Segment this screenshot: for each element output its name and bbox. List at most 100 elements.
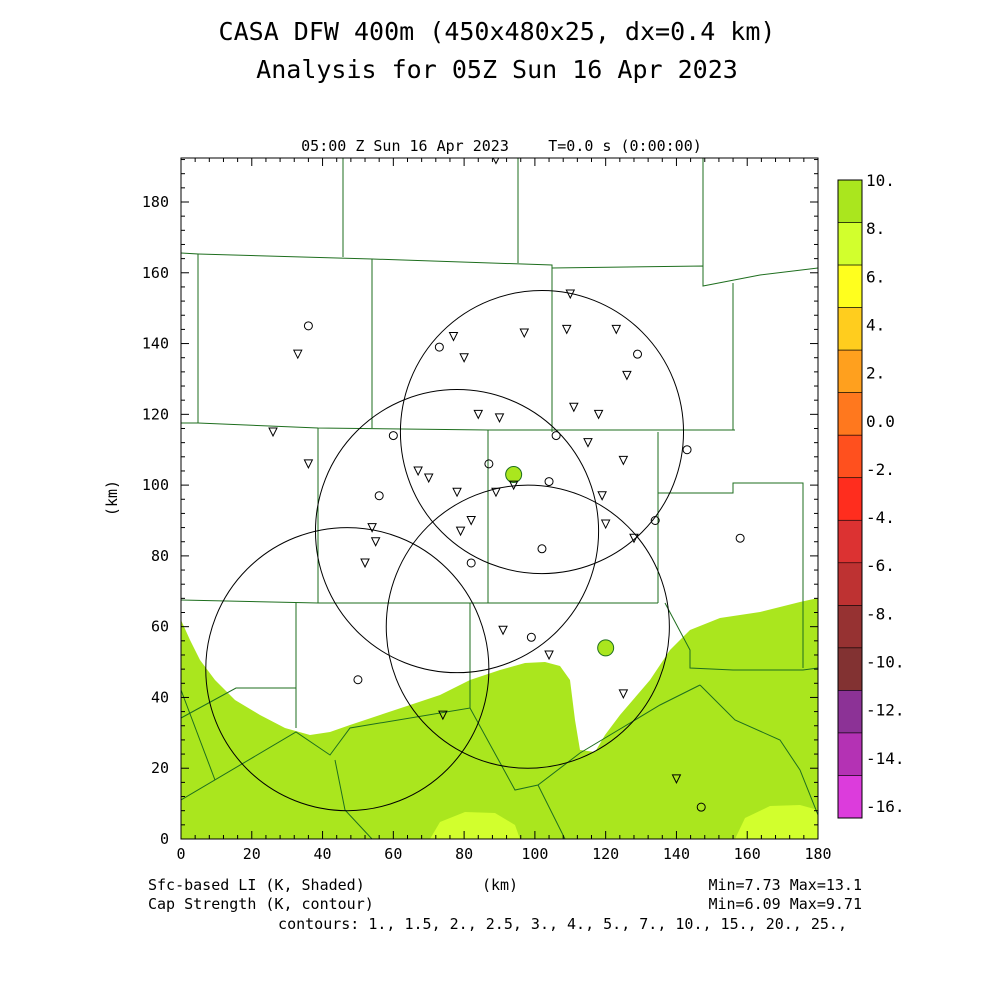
plot-header-elapsed: T=0.0 s (0:00:00): [548, 137, 702, 155]
station-triangle-marker: [597, 491, 607, 501]
li-shaded-green: [181, 598, 818, 839]
station-triangle-marker: [611, 324, 622, 335]
colorbar-label: -10.: [866, 653, 905, 672]
radar-range-rings: [205, 289, 685, 812]
colorbar-label: -8.: [866, 604, 895, 623]
station-triangle-marker: [494, 413, 505, 423]
station-triangle-marker: [544, 650, 554, 661]
colorbar-swatch: [837, 264, 863, 308]
station-circle-marker: [374, 491, 384, 501]
station-triangle-marker: [600, 519, 611, 530]
x-tick-label: 120: [592, 845, 619, 863]
station-triangle-marker: [618, 689, 629, 700]
colorbar-swatch: [837, 222, 863, 266]
figure-title: CASA DFW 400m (450x480x25, dx=0.4 km): [219, 17, 776, 46]
plot-header-time: 05:00 Z Sun 16 Apr 2023: [301, 137, 509, 155]
station-triangle-marker: [370, 537, 381, 547]
y-tick-label: 140: [142, 335, 169, 353]
colorbar-label: -14.: [866, 749, 905, 768]
colorbar-swatch: [837, 392, 863, 436]
county-boundaries: [181, 158, 818, 839]
colorbar-swatch: [837, 477, 863, 521]
station-triangle-marker: [438, 710, 448, 721]
station-triangle-marker: [593, 409, 604, 420]
colorbar-frame: [837, 179, 863, 819]
station-triangle-marker: [561, 324, 572, 335]
y-tick-label: 180: [142, 193, 169, 211]
station-triangle-marker: [423, 473, 434, 484]
colorbar-label: -6.: [866, 556, 895, 575]
colorbar-label: -16.: [866, 797, 905, 816]
station-triangle-marker: [360, 558, 370, 569]
station-triangle-marker: [508, 480, 519, 491]
station-circle-marker: [388, 431, 398, 441]
station-triangle-marker: [268, 427, 278, 438]
station-circle-marker: [526, 632, 536, 642]
colorbar-label: 6.: [866, 267, 885, 286]
x-tick-label: 140: [663, 845, 690, 863]
y-tick-label: 0: [160, 830, 169, 848]
colorbar-swatch: [837, 307, 863, 351]
axis-ticks: 0 20 40 60 80 100 120 140 160 180 0 20 40 60 80 100 120 1…: [142, 158, 832, 863]
colorbar-swatch: [837, 562, 863, 606]
y-tick-label: 80: [151, 547, 169, 565]
station-triangle-marker: [492, 158, 500, 165]
colorbar-swatch: [837, 349, 863, 393]
colorbar-label: 4.: [866, 315, 885, 334]
station-triangle-marker: [459, 353, 469, 363]
radar-range-ring: [205, 527, 490, 812]
colorbar-swatch: [837, 647, 863, 691]
station-triangle-marker: [473, 409, 484, 420]
radar-range-ring: [385, 484, 670, 769]
radar-range-ring: [399, 289, 685, 575]
station-triangle-marker: [367, 523, 377, 533]
x-tick-label: 0: [176, 845, 185, 863]
colorbar-label: 2.: [866, 364, 885, 383]
colorbar-label: -2.: [866, 460, 895, 479]
station-circle-marker: [696, 802, 706, 812]
station-triangle-marker: [583, 438, 593, 448]
colorbar-label: 0.0: [866, 412, 895, 431]
y-tick-label: 160: [142, 264, 169, 282]
colorbar-swatch: [837, 179, 863, 223]
colorbar-label: 10.: [866, 171, 895, 190]
y-tick-label: 120: [142, 405, 169, 423]
x-tick-label: 160: [734, 845, 761, 863]
station-circle-marker: [544, 477, 554, 487]
station-triangle-marker: [618, 455, 629, 466]
station-circle-marker: [434, 342, 444, 352]
x-tick-label: 40: [314, 845, 332, 863]
station-triangle-marker: [622, 370, 632, 381]
x-tick-label: 80: [455, 845, 473, 863]
colorbar-label: -12.: [866, 701, 905, 720]
station-triangle-marker: [448, 331, 459, 342]
station-circle-marker: [551, 431, 561, 441]
colorbar-label: -4.: [866, 508, 895, 527]
y-axis-label: (km): [103, 480, 121, 516]
station-triangle-marker: [292, 349, 303, 360]
colorbar-swatch: [837, 605, 863, 649]
x-tick-label: 60: [384, 845, 402, 863]
station-triangle-marker: [629, 533, 639, 544]
station-triangle-marker: [519, 328, 530, 339]
contour-minmax: Min=6.09 Max=9.71: [708, 895, 862, 913]
y-tick-label: 100: [142, 476, 169, 494]
colorbar-label: 8.: [866, 219, 885, 238]
colorbar-swatch: [837, 519, 863, 564]
station-circle-marker: [537, 544, 547, 554]
plot-frame: [180, 157, 819, 840]
station-markers: [268, 158, 745, 812]
map-plot-area: 0 20 40 60 80 100 120 140 160 180 0 20 40 60 80 100 120 1…: [142, 157, 832, 863]
colorbar-swatch: [837, 690, 863, 734]
colorbar: 10. 8. 6. 4. 2. 0.0 -2. -4. -6. -8. -10. -12. -14. -1…: [837, 171, 905, 819]
station-circle-marker: [682, 445, 692, 455]
station-circle-marker: [650, 516, 660, 525]
station-triangle-marker: [466, 516, 476, 526]
station-circle-marker: [353, 675, 363, 685]
figure-subtitle: Analysis for 05Z Sun 16 Apr 2023: [256, 55, 738, 84]
x-tick-label: 100: [521, 845, 548, 863]
li-shaded-yellowgreen-2: [735, 805, 818, 839]
colorbar-swatch: [837, 732, 863, 776]
station-circle-marker: [466, 558, 476, 568]
station-triangle-marker: [569, 402, 579, 413]
